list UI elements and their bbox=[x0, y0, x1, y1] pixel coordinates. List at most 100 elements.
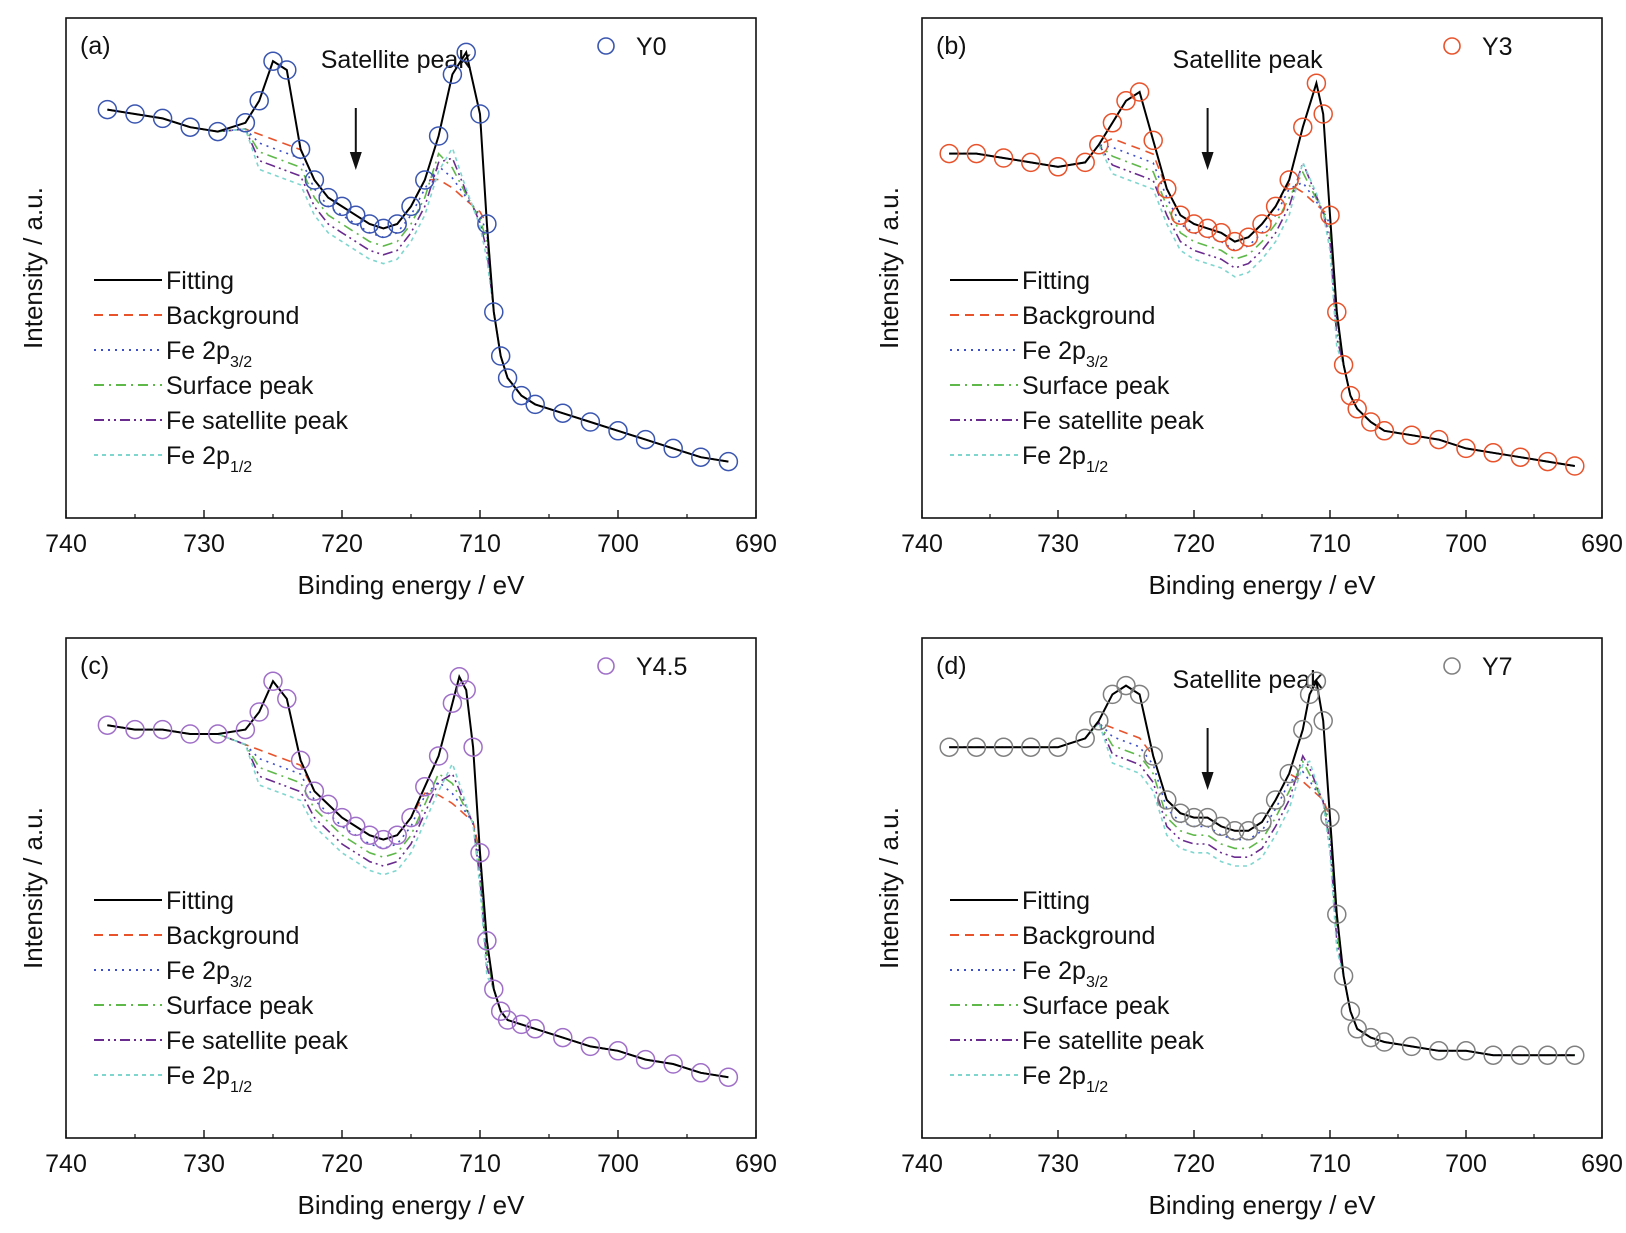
data-point bbox=[1157, 790, 1177, 810]
data-point bbox=[553, 1027, 573, 1048]
fitting-line bbox=[949, 79, 1575, 467]
x-tick-label: 690 bbox=[1581, 1150, 1623, 1178]
data-point bbox=[663, 438, 683, 459]
legend-label-background: Background bbox=[1022, 922, 1155, 950]
legend-label-fe2p32: Fe 2p3/2 bbox=[1022, 957, 1108, 991]
data-point bbox=[359, 214, 380, 234]
legend-label-surface: Surface peak bbox=[1022, 992, 1170, 1020]
data-point bbox=[304, 781, 325, 801]
data-point bbox=[346, 816, 366, 837]
legend-label-fe2p32: Fe 2p3/2 bbox=[1022, 337, 1108, 371]
data-point bbox=[1429, 429, 1449, 450]
legend-subscript: 1/2 bbox=[230, 1079, 252, 1096]
x-axis-label: Binding energy / eV bbox=[298, 1190, 526, 1220]
y-axis-label: Intensity / a.u. bbox=[18, 807, 48, 969]
data-point bbox=[208, 724, 228, 744]
data-point bbox=[1306, 671, 1327, 691]
data-point bbox=[125, 719, 145, 740]
data-point bbox=[1197, 218, 1218, 239]
data-point bbox=[318, 187, 338, 208]
panel-y7: 740 730 720 710 700 690 Binding energy / eV Int… bbox=[874, 637, 1623, 1220]
data-point bbox=[939, 143, 959, 164]
x-tick-label: 700 bbox=[597, 530, 639, 558]
data-point bbox=[263, 671, 283, 691]
data-point bbox=[497, 1010, 518, 1030]
data-point bbox=[1116, 675, 1136, 696]
x-tick-label: 740 bbox=[45, 1150, 87, 1178]
panel-label: (b) bbox=[936, 32, 967, 60]
data-point bbox=[442, 693, 463, 713]
data-point bbox=[490, 346, 511, 366]
data-point bbox=[1456, 1041, 1476, 1061]
data-point bbox=[1252, 812, 1272, 832]
legend-label-fitting: Fitting bbox=[1022, 267, 1090, 295]
data-point bbox=[180, 724, 200, 744]
data-point bbox=[1293, 117, 1313, 137]
x-tick-label: 730 bbox=[183, 530, 225, 558]
data-point bbox=[477, 931, 497, 951]
x-tick-label: 690 bbox=[735, 530, 777, 558]
data-point bbox=[1510, 447, 1531, 467]
legend-label-fe2p32: Fe 2p3/2 bbox=[166, 337, 252, 371]
data-point bbox=[553, 403, 573, 423]
x-tick-label: 740 bbox=[901, 530, 943, 558]
x-tick-label: 720 bbox=[1173, 530, 1215, 558]
x-tick-label: 700 bbox=[597, 1150, 639, 1178]
component-line-fe2p32 bbox=[949, 143, 1575, 467]
data-point bbox=[1401, 1036, 1422, 1057]
y-axis-label: Intensity / a.u. bbox=[874, 187, 904, 349]
data-point bbox=[1143, 130, 1163, 151]
data-point bbox=[1075, 152, 1095, 173]
data-point bbox=[290, 750, 311, 771]
data-point bbox=[152, 108, 173, 129]
annotation-arrowhead bbox=[349, 152, 362, 170]
data-point bbox=[304, 170, 325, 190]
data-point bbox=[428, 126, 449, 146]
x-tick-label: 720 bbox=[321, 530, 363, 558]
component-line-fesat bbox=[107, 108, 729, 463]
x-tick-label: 700 bbox=[1445, 530, 1487, 558]
legend-marker bbox=[597, 657, 615, 675]
data-point bbox=[1327, 302, 1347, 322]
panel-y0: 740 730 720 710 700 690 Binding energy / eV Int… bbox=[18, 17, 777, 600]
data-point bbox=[346, 205, 366, 225]
data-point bbox=[1320, 205, 1340, 225]
legend-subscript: 3/2 bbox=[1086, 354, 1108, 371]
data-point bbox=[1279, 170, 1299, 190]
data-point bbox=[993, 148, 1014, 168]
data-point bbox=[415, 170, 435, 190]
legend-subscript: 3/2 bbox=[1086, 974, 1108, 991]
data-point bbox=[1265, 196, 1286, 217]
data-point bbox=[1238, 821, 1259, 841]
data-point bbox=[993, 737, 1014, 757]
data-point bbox=[97, 715, 118, 735]
data-point bbox=[235, 113, 256, 133]
data-point bbox=[966, 737, 987, 757]
data-point bbox=[635, 1049, 656, 1070]
data-point bbox=[1021, 152, 1041, 173]
x-tick-label: 730 bbox=[183, 1150, 225, 1178]
data-point bbox=[1429, 1041, 1449, 1061]
data-point bbox=[497, 368, 518, 388]
legend-label-fesat: Fe satellite peak bbox=[166, 1027, 349, 1055]
data-point bbox=[1102, 113, 1123, 133]
data-point bbox=[1102, 684, 1123, 705]
data-point bbox=[1374, 421, 1395, 441]
data-point bbox=[718, 451, 739, 472]
data-point bbox=[1299, 684, 1320, 705]
legend-label-surface: Surface peak bbox=[166, 992, 314, 1020]
data-point bbox=[1075, 728, 1095, 749]
data-point bbox=[277, 689, 297, 709]
legend-sample-label: Y7 bbox=[1482, 653, 1513, 681]
legend-subscript: 1/2 bbox=[230, 459, 252, 476]
panel-label: (a) bbox=[80, 32, 111, 60]
data-point bbox=[608, 421, 628, 441]
x-tick-label: 720 bbox=[321, 1150, 363, 1178]
x-tick-label: 690 bbox=[1581, 530, 1623, 558]
data-point bbox=[1252, 214, 1272, 234]
x-axis-label: Binding energy / eV bbox=[298, 570, 526, 600]
data-point bbox=[387, 825, 407, 845]
data-point bbox=[608, 1041, 628, 1061]
data-point bbox=[525, 394, 545, 415]
